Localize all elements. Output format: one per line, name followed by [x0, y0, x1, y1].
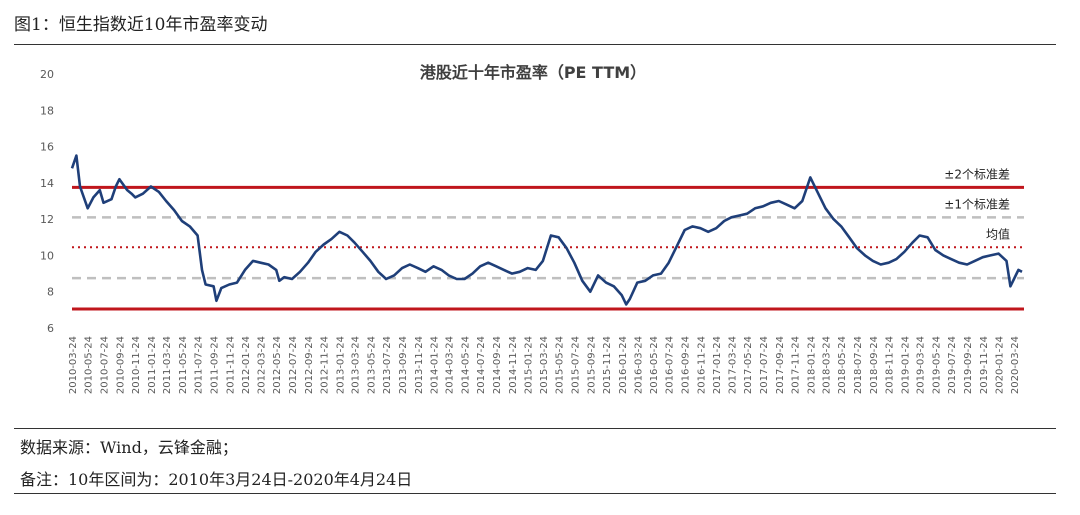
x-tick-label: 2010-05-24 [84, 336, 95, 394]
x-tick-label: 2015-07-24 [570, 336, 581, 394]
x-tick-label: 2020-03-24 [1010, 336, 1021, 394]
y-tick-label: 16 [40, 141, 54, 154]
x-tick-label: 2012-03-24 [257, 336, 268, 394]
x-tick-label: 2011-09-24 [210, 336, 221, 394]
x-tick-label: 2016-01-24 [618, 336, 629, 394]
x-tick-label: 2015-03-24 [539, 336, 550, 394]
x-tick-label: 2013-07-24 [382, 336, 393, 394]
reference-line-label: ±1个标准差 [944, 197, 1010, 211]
x-tick-label: 2019-01-24 [900, 336, 911, 394]
x-tick-label: 2017-03-24 [727, 336, 738, 394]
y-tick-label: 8 [47, 286, 54, 299]
x-tick-label: 2014-03-24 [445, 336, 456, 394]
x-tick-label: 2016-05-24 [649, 336, 660, 394]
reference-line-label: 均值 [986, 226, 1010, 241]
x-tick-label: 2016-11-24 [696, 336, 707, 394]
x-tick-label: 2018-03-24 [822, 336, 833, 394]
y-tick-label: 12 [40, 213, 54, 226]
x-tick-label: 2017-07-24 [759, 336, 770, 394]
x-tick-label: 2019-03-24 [916, 336, 927, 394]
footer-rule-bottom [14, 493, 1056, 494]
x-tick-label: 2013-05-24 [366, 336, 377, 394]
x-tick-label: 2010-09-24 [115, 336, 126, 394]
x-tick-label: 2010-03-24 [68, 336, 79, 394]
x-tick-label: 2014-07-24 [476, 336, 487, 394]
x-tick-label: 2016-03-24 [633, 336, 644, 394]
x-tick-label: 2014-01-24 [430, 336, 441, 394]
figure-title: 图1：恒生指数近10年市盈率变动 [14, 15, 268, 35]
x-tick-label: 2015-09-24 [586, 336, 597, 394]
x-tick-label: 2010-11-24 [131, 336, 142, 394]
x-tick-label: 2017-01-24 [712, 336, 723, 394]
reference-line-label: ±2个标准差 [944, 167, 1010, 181]
remark-note: 备注：10年区间为：2010年3月24日-2020年4月24日 [20, 470, 413, 489]
chart-title: 港股近十年市盈率（PE TTM） [420, 63, 646, 82]
x-tick-label: 2020-01-24 [995, 336, 1006, 394]
x-tick-label: 2016-09-24 [681, 336, 692, 394]
x-tick-label: 2014-09-24 [492, 336, 503, 394]
x-tick-label: 2012-11-24 [320, 336, 331, 394]
x-tick-label: 2019-11-24 [979, 336, 990, 394]
x-tick-label: 2011-11-24 [225, 336, 236, 394]
x-tick-label: 2015-05-24 [555, 336, 566, 394]
x-tick-label: 2019-07-24 [947, 336, 958, 394]
x-tick-label: 2016-07-24 [665, 336, 676, 394]
x-tick-label: 2015-01-24 [524, 336, 535, 394]
x-tick-label: 2012-01-24 [241, 336, 252, 394]
footer-rule-top [14, 428, 1056, 429]
x-tick-label: 2013-11-24 [414, 336, 425, 394]
y-tick-label: 14 [40, 177, 54, 190]
x-tick-label: 2013-01-24 [335, 336, 346, 394]
x-tick-label: 2017-09-24 [775, 336, 786, 394]
x-tick-label: 2018-07-24 [853, 336, 864, 394]
y-tick-label: 18 [40, 104, 54, 117]
x-tick-label: 2013-03-24 [351, 336, 362, 394]
x-tick-label: 2019-09-24 [963, 336, 974, 394]
x-tick-label: 2018-11-24 [885, 336, 896, 394]
x-tick-label: 2011-03-24 [162, 336, 173, 394]
x-tick-label: 2018-09-24 [869, 336, 880, 394]
pe-series-line [70, 154, 1023, 306]
x-tick-label: 2017-05-24 [743, 336, 754, 394]
x-tick-label: 2018-05-24 [837, 336, 848, 394]
y-tick-label: 10 [40, 249, 54, 262]
pe-chart: 港股近十年市盈率（PE TTM） 6 8 10 12 14 16 18 20 ±2个标准差 ±1… [40, 63, 1024, 394]
x-tick-label: 2014-05-24 [461, 336, 472, 394]
x-tick-label: 2013-09-24 [398, 336, 409, 394]
x-tick-label: 2011-07-24 [194, 336, 205, 394]
x-tick-label: 2010-07-24 [100, 336, 111, 394]
x-tick-label: 2011-01-24 [147, 336, 158, 394]
x-tick-label: 2018-01-24 [806, 336, 817, 394]
x-tick-label: 2014-11-24 [508, 336, 519, 394]
x-tick-label: 2012-05-24 [272, 336, 283, 394]
x-tick-label: 2011-05-24 [178, 336, 189, 394]
y-tick-label: 20 [40, 68, 54, 81]
source-note: 数据来源：Wind，云锋金融； [20, 438, 238, 457]
x-tick-label: 2019-05-24 [931, 336, 942, 394]
x-tick-label: 2017-11-24 [791, 336, 802, 394]
x-tick-label: 2012-09-24 [304, 336, 315, 394]
x-tick-label: 2012-07-24 [288, 336, 299, 394]
top-rule [14, 44, 1056, 45]
y-tick-label: 6 [47, 322, 54, 335]
x-tick-label: 2015-11-24 [602, 336, 613, 394]
